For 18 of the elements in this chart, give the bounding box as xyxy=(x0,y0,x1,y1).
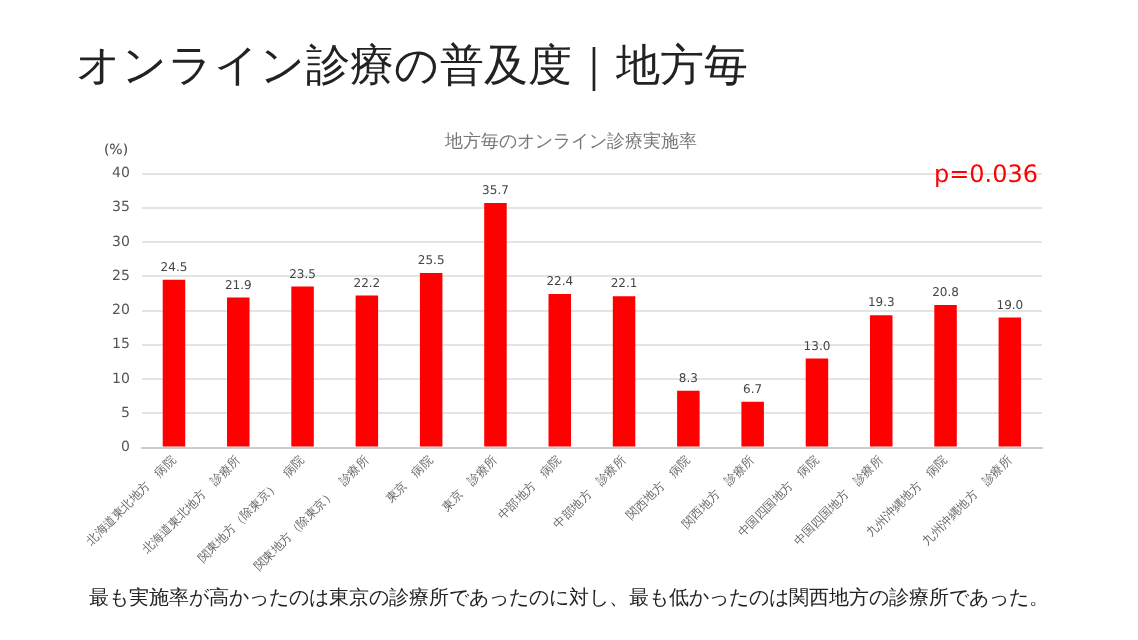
chart-title: オンライン診療の普及度｜地方毎 xyxy=(76,40,748,96)
bar xyxy=(741,401,764,447)
bar xyxy=(419,272,443,447)
bar xyxy=(548,294,572,447)
bar xyxy=(612,296,636,447)
bar xyxy=(484,203,507,447)
bar xyxy=(998,317,1022,447)
bar xyxy=(291,286,314,447)
annotation: p=0.036 xyxy=(933,160,1038,188)
bar xyxy=(162,279,186,447)
chart-subtitle: 地方毎のオンライン診療実施率 xyxy=(443,131,697,154)
bar xyxy=(805,358,829,447)
bar xyxy=(934,305,957,447)
bar xyxy=(355,295,379,447)
bar xyxy=(870,315,893,447)
text: 最も実施率が高かったのは東京の診療所であったのに対し、最も低かったのは関西地方の診療所であった。 xyxy=(87,585,1051,612)
bar xyxy=(227,297,250,447)
bar xyxy=(677,390,700,447)
